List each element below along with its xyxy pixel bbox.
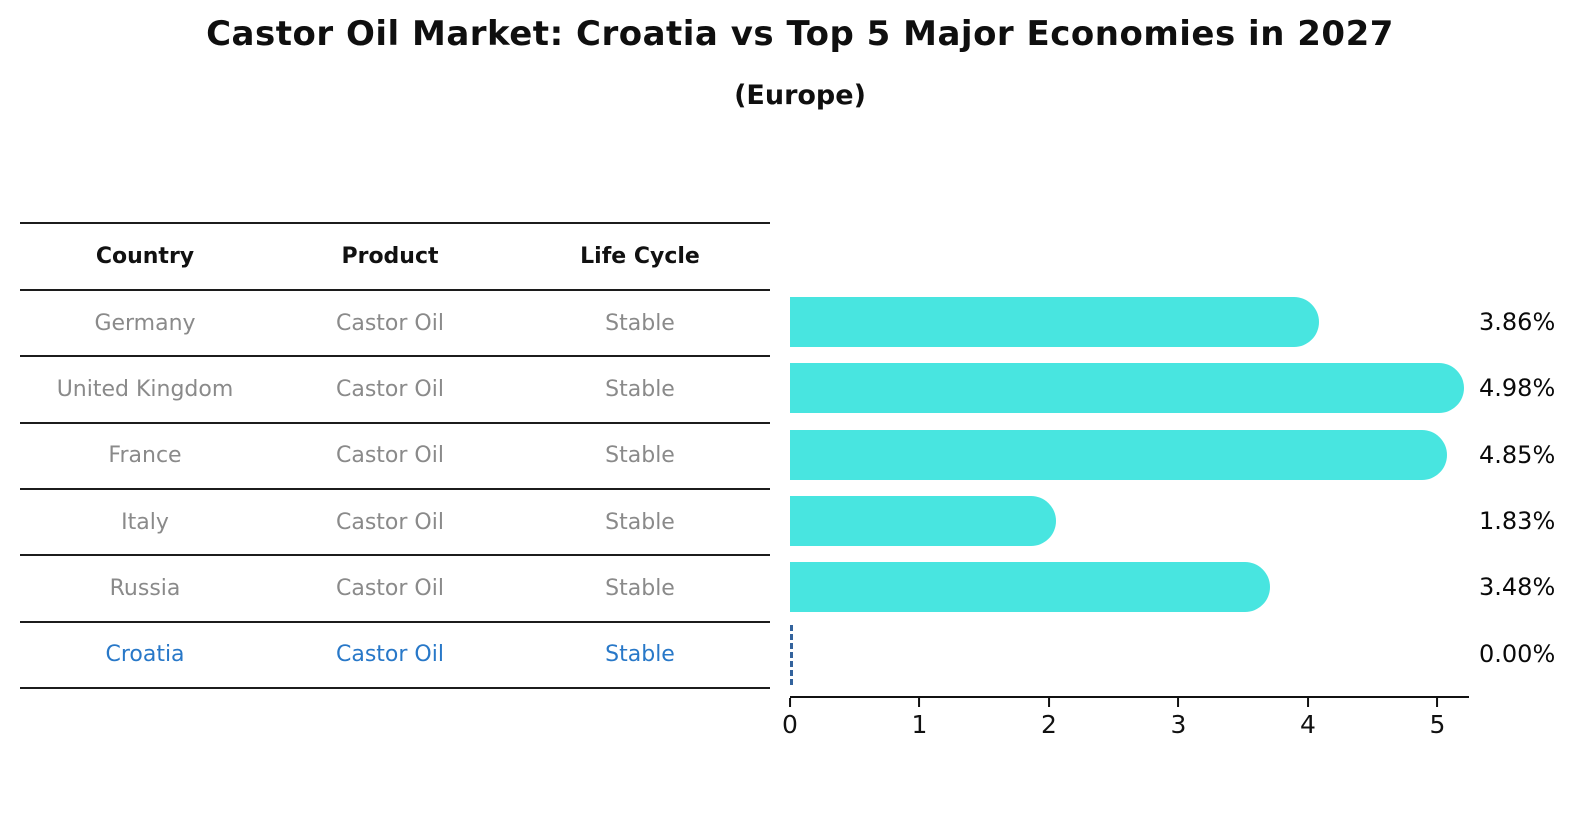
bar-germany: [790, 297, 1319, 347]
chart-title: Castor Oil Market: Croatia vs Top 5 Majo…: [206, 14, 1394, 54]
cell-product: Castor Oil: [336, 376, 444, 402]
value-label-united-kingdom: 4.98%: [1479, 374, 1556, 403]
bar-row-italy: [790, 488, 1469, 554]
x-tick-4: 4: [1300, 698, 1316, 739]
tick-label: 0: [782, 710, 798, 739]
cell-product: Castor Oil: [336, 443, 444, 469]
tick-mark: [789, 698, 791, 707]
bar-united-kingdom: [790, 363, 1464, 414]
cell-product: Castor Oil: [336, 310, 444, 336]
column-header-product: Product: [341, 244, 439, 269]
bar-row-croatia: [790, 621, 1469, 687]
column-header-country: Country: [95, 244, 195, 269]
tick-mark: [1436, 698, 1439, 707]
bar-row-france: [790, 422, 1469, 488]
value-label-italy: 1.83%: [1479, 507, 1556, 536]
cell-life-cycle: Stable: [605, 443, 675, 469]
bar-row-russia: [790, 554, 1469, 620]
cell-life-cycle: Stable: [605, 642, 675, 668]
chart-subtitle: (Europe): [734, 80, 866, 111]
cell-country: Italy: [121, 509, 169, 535]
value-label-russia: 3.48%: [1479, 573, 1556, 602]
cell-product: Castor Oil: [336, 642, 444, 668]
table-row-france: France Castor Oil Stable: [20, 421, 770, 488]
table-row-united-kingdom: United Kingdom Castor Oil Stable: [20, 355, 770, 421]
country-table: Country Product Life Cycle Germany Casto…: [20, 222, 770, 689]
cell-country: Germany: [94, 310, 196, 336]
value-label-france: 4.85%: [1479, 440, 1556, 469]
tick-mark: [1048, 698, 1050, 707]
tick-label: 5: [1429, 710, 1446, 739]
value-label-germany: 3.86%: [1479, 308, 1556, 337]
value-label-croatia: 0.00%: [1479, 639, 1556, 668]
x-tick-1: 1: [911, 698, 928, 739]
bar-row-germany: [790, 289, 1469, 355]
table-header-row: Country Product Life Cycle: [20, 222, 770, 289]
value-labels: 3.86% 4.98% 4.85% 1.83% 3.48% 0.00%: [1479, 289, 1584, 687]
table-row-italy: Italy Castor Oil Stable: [20, 487, 770, 554]
cell-life-cycle: Stable: [605, 509, 675, 535]
bar-chart: [790, 289, 1469, 687]
x-tick-3: 3: [1170, 698, 1187, 739]
cell-life-cycle: Stable: [605, 376, 675, 402]
cell-life-cycle: Stable: [605, 310, 675, 336]
x-tick-0: 0: [782, 698, 798, 739]
bar-france: [790, 429, 1448, 480]
cell-country: United Kingdom: [56, 376, 234, 402]
tick-mark: [918, 698, 921, 707]
cell-product: Castor Oil: [336, 575, 444, 601]
bar-italy: [790, 495, 1056, 546]
tick-label: 1: [911, 710, 928, 739]
table-row-germany: Germany Castor Oil Stable: [20, 289, 770, 355]
cell-country: Russia: [109, 575, 181, 601]
tick-label: 2: [1041, 710, 1057, 739]
bar-russia: [790, 562, 1270, 613]
cell-life-cycle: Stable: [605, 575, 675, 601]
column-header-life-cycle: Life Cycle: [580, 244, 700, 269]
cell-country: Croatia: [105, 642, 185, 668]
tick-mark: [1307, 698, 1309, 707]
table-row-croatia: Croatia Castor Oil Stable: [20, 620, 770, 687]
tick-mark: [1177, 698, 1180, 707]
table-row-russia: Russia Castor Oil Stable: [20, 554, 770, 620]
tick-label: 3: [1170, 710, 1187, 739]
x-tick-2: 2: [1041, 698, 1057, 739]
tick-label: 4: [1300, 710, 1316, 739]
cell-product: Castor Oil: [336, 509, 444, 535]
x-axis-line: [790, 696, 1469, 698]
bar-row-united-kingdom: [790, 355, 1469, 421]
cell-country: France: [108, 443, 182, 469]
x-tick-5: 5: [1429, 698, 1446, 739]
x-axis: 0 1 2 3 4 5: [782, 698, 1469, 748]
zero-value-marker: [790, 624, 793, 685]
